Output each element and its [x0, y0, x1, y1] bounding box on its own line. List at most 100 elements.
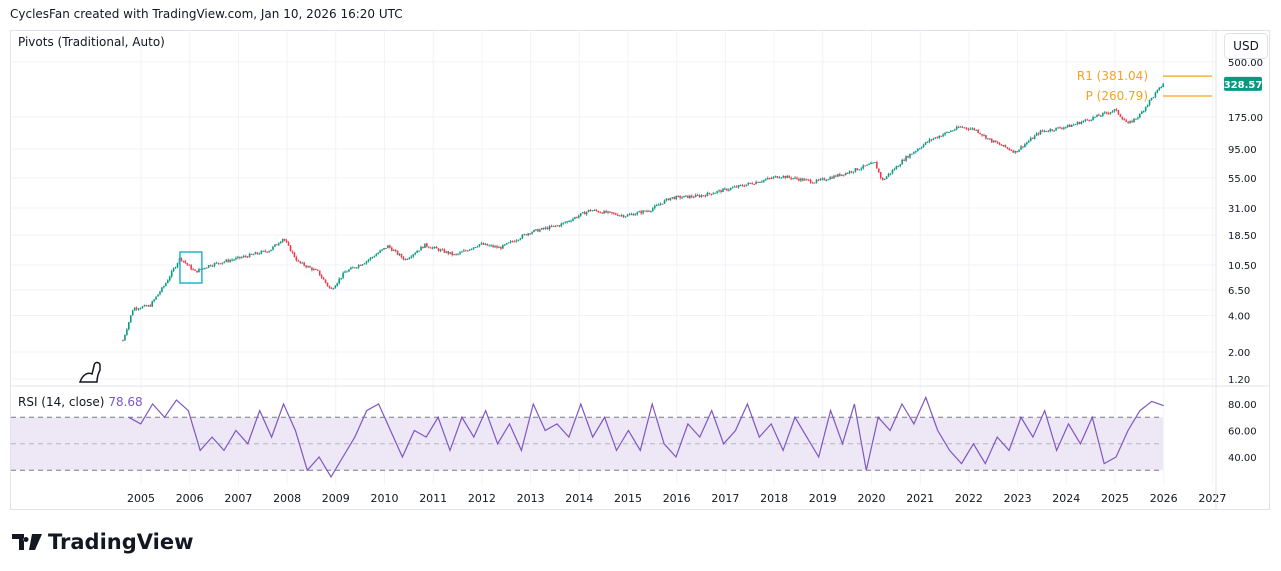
candle-body: [1024, 144, 1026, 148]
candle-body: [129, 315, 132, 323]
candle-body: [578, 215, 580, 218]
candle-body: [496, 246, 498, 248]
x-tick-label: 2016: [663, 492, 691, 505]
candle-body: [733, 186, 736, 188]
candle-body: [667, 198, 670, 201]
tradingview-logo[interactable]: TradingView: [12, 530, 193, 554]
candle-body: [634, 214, 637, 216]
candle-body: [258, 253, 261, 255]
x-tick-label: 2026: [1150, 492, 1178, 505]
candle-body: [465, 250, 467, 252]
candle-body: [712, 193, 715, 195]
candle-body: [829, 177, 831, 180]
candle-body: [708, 192, 711, 194]
candle-body: [729, 187, 732, 190]
candle-body: [969, 128, 972, 130]
candle-body: [1094, 116, 1096, 118]
candle-body: [200, 268, 202, 270]
candle-body: [731, 187, 734, 189]
candle-body: [157, 294, 159, 297]
currency-button[interactable]: USD: [1224, 33, 1268, 59]
candle-body: [153, 299, 155, 302]
candle-body: [1100, 115, 1102, 117]
candle-body: [640, 211, 642, 214]
candle-body: [1065, 126, 1067, 128]
candle-body: [1160, 86, 1163, 88]
candle-body: [920, 147, 923, 149]
candle-body: [1070, 125, 1073, 127]
candle-body: [431, 247, 434, 249]
candle-body: [466, 250, 469, 252]
candle-body: [950, 130, 952, 133]
candle-body: [546, 227, 549, 230]
candle-body: [796, 177, 798, 179]
candle-body: [581, 212, 584, 214]
candle-body: [455, 254, 457, 256]
candle-body: [217, 262, 220, 264]
candle-body: [772, 176, 775, 179]
candle-body: [291, 251, 294, 253]
candle-body: [959, 126, 962, 128]
candle-body: [1146, 104, 1149, 107]
candle-body: [135, 307, 138, 310]
candle-body: [572, 218, 574, 221]
candle-body: [1057, 127, 1059, 129]
x-tick-label: 2022: [955, 492, 983, 505]
candle-body: [165, 283, 167, 287]
candle-body: [389, 245, 391, 248]
candle-body: [554, 225, 557, 227]
candle-body: [1137, 117, 1139, 119]
candle-body: [283, 238, 286, 241]
candle-body: [303, 262, 305, 266]
candle-body: [511, 241, 514, 243]
rsi-tick-label: 40.00: [1228, 453, 1257, 464]
candle-body: [1082, 120, 1085, 122]
candle-body: [1016, 151, 1018, 153]
candle-body: [248, 253, 251, 258]
candle-body: [854, 168, 857, 172]
candle-body: [833, 175, 835, 179]
candle-body: [262, 250, 265, 252]
candle-body: [313, 269, 315, 271]
candle-body: [706, 192, 709, 197]
candle-body: [948, 132, 950, 134]
candle-body: [755, 181, 757, 185]
candle-body: [274, 244, 276, 247]
candle-body: [909, 154, 911, 158]
candle-body: [690, 195, 693, 197]
candle-body: [595, 209, 598, 211]
candle-body: [564, 222, 566, 224]
candle-body: [211, 265, 214, 267]
candle-body: [930, 139, 933, 141]
candle-body: [926, 141, 929, 143]
candle-body: [1037, 133, 1040, 135]
candle-body: [961, 126, 964, 128]
candle-body: [1039, 130, 1042, 135]
candle-body: [879, 172, 882, 178]
candle-body: [669, 197, 672, 201]
candle-body: [139, 308, 142, 310]
candle-body: [500, 247, 502, 249]
candle-body: [1142, 110, 1145, 112]
candle-body: [340, 277, 342, 279]
candle-body: [1156, 89, 1159, 93]
candle-body: [1154, 92, 1157, 97]
candle-body: [965, 127, 968, 129]
candle-body: [823, 178, 826, 181]
candle-body: [141, 306, 144, 309]
candle-body: [574, 217, 576, 219]
candle-body: [973, 128, 976, 131]
candle-body: [568, 221, 570, 223]
candle-body: [1088, 119, 1090, 121]
candle-body: [315, 269, 317, 271]
attribution: CyclesFan created with TradingView.com, …: [10, 7, 403, 21]
candle-body: [1061, 128, 1063, 130]
candle-body: [542, 227, 545, 229]
candle-body: [517, 239, 520, 241]
candle-body: [168, 276, 171, 281]
candle-body: [301, 262, 303, 264]
candle-body: [987, 138, 989, 140]
candle-body: [774, 176, 777, 178]
candle-body: [747, 182, 750, 185]
